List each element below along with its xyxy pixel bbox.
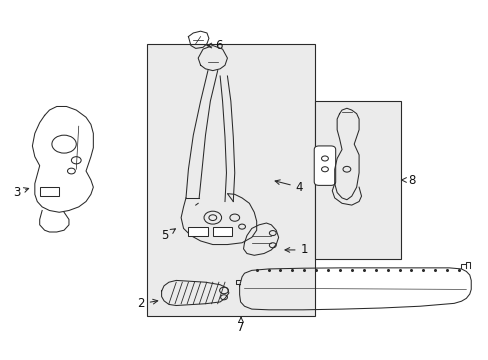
Text: 3: 3 xyxy=(13,186,29,199)
Bar xyxy=(212,226,232,235)
Bar xyxy=(40,187,59,196)
Text: 8: 8 xyxy=(401,174,414,186)
Bar xyxy=(315,101,400,259)
Text: 6: 6 xyxy=(206,39,223,52)
Text: 2: 2 xyxy=(137,297,158,310)
Bar xyxy=(147,44,315,316)
Bar xyxy=(188,226,207,235)
Text: 4: 4 xyxy=(275,180,303,194)
FancyBboxPatch shape xyxy=(314,146,335,185)
Text: 5: 5 xyxy=(161,229,175,242)
Text: 1: 1 xyxy=(285,243,307,256)
Text: 7: 7 xyxy=(237,317,244,333)
